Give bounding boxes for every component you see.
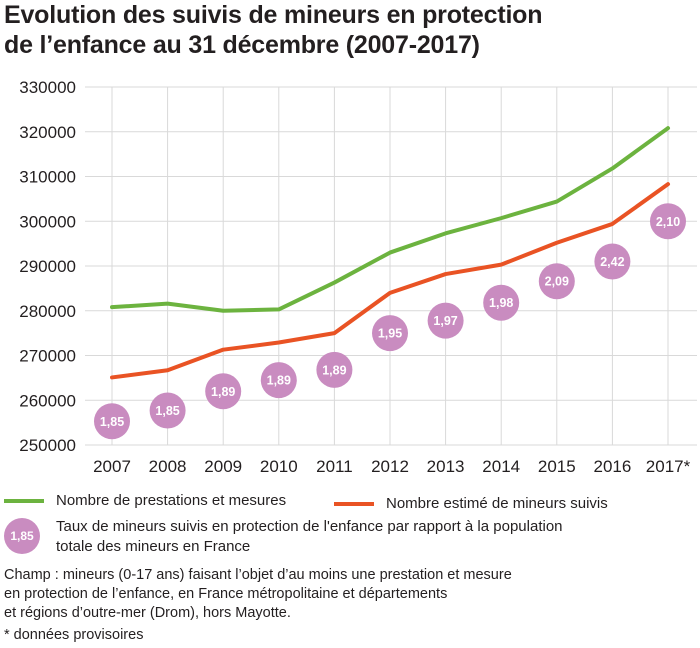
line-chart: 250000 260000 270000 280000 290000 300000 3100… (19, 78, 697, 476)
scope-note-line-3: et régions d’outre-mer (Drom), hors Mayo… (4, 605, 291, 621)
scope-note-line-1: Champ : mineurs (0-17 ans) faisant l’obj… (4, 567, 512, 583)
legend-swatch-mineurs (334, 502, 374, 506)
rate-bubble (316, 351, 353, 388)
y-tick-label: 250000 (19, 436, 76, 455)
rate-bubble (205, 373, 242, 410)
rate-bubble-label: 1,85 (155, 404, 179, 418)
rate-bubble (483, 284, 520, 321)
y-tick-label: 330000 (19, 78, 76, 97)
rate-bubble-label: 1,98 (489, 296, 513, 310)
x-tick-label: 2011 (316, 457, 353, 476)
x-tick-label: 2016 (593, 457, 631, 476)
rate-bubble (538, 263, 575, 300)
rate-bubble-label: 1,89 (211, 385, 235, 399)
rate-bubble-label: 1,89 (267, 374, 291, 388)
title-line-1: Evolution des suivis de mineurs en prote… (4, 1, 543, 29)
rate-bubble-label: 1,85 (100, 415, 124, 429)
legend-label-prestations: Nombre de prestations et mesures (56, 492, 287, 509)
legend-label-mineurs: Nombre estimé de mineurs suivis (386, 495, 608, 512)
series-line-mineurs (110, 182, 670, 380)
y-tick-label: 270000 (19, 347, 76, 366)
x-tick-label: 2017* (646, 457, 691, 476)
legend-label-rate-1: Taux de mineurs suivis en protection de … (56, 518, 563, 535)
scope-note-line-2: en protection de l’enfance, en France mé… (4, 586, 448, 602)
legend-label-rate-2: totale des mineurs en France (56, 538, 251, 555)
rate-bubble-label: 1,95 (378, 327, 402, 341)
y-tick-label: 290000 (19, 257, 76, 276)
y-tick-label: 300000 (19, 212, 76, 231)
rate-bubble (594, 243, 631, 280)
x-tick-label: 2013 (427, 457, 465, 476)
provisional-note: * données provisoires (4, 627, 144, 643)
rate-bubble (372, 315, 408, 352)
y-tick-label: 320000 (19, 123, 76, 142)
rate-bubble (94, 403, 130, 440)
rate-bubble-label: 2,09 (545, 275, 569, 289)
x-tick-label: 2012 (371, 457, 409, 476)
x-tick-label: 2015 (538, 457, 576, 476)
rate-bubble (650, 203, 686, 240)
x-tick-label: 2014 (482, 457, 520, 476)
title-line-2: de l’enfance au 31 décembre (2007-2017) (4, 31, 480, 59)
x-tick-label: 2010 (260, 457, 298, 476)
x-tick-label: 2009 (204, 457, 242, 476)
legend-bubble-rate: 1,85 (4, 518, 40, 554)
y-tick-label: 260000 (19, 391, 76, 410)
rate-bubble (260, 362, 297, 399)
rate-bubble-label: 1,89 (322, 363, 346, 377)
x-tick-label: 2007 (93, 457, 131, 476)
rate-bubble (427, 302, 464, 339)
y-tick-label: 310000 (19, 168, 76, 187)
series-line-prestations (110, 126, 670, 313)
x-tick-label: 2008 (149, 457, 187, 476)
rate-bubble-label: 1,97 (433, 314, 457, 328)
rate-bubble-label: 2,10 (656, 215, 680, 229)
legend-swatch-prestations (4, 499, 44, 503)
rate-bubble-label: 2,42 (600, 255, 624, 269)
chart-title: Evolution des suivis de mineurs en prote… (4, 0, 543, 60)
y-tick-label: 280000 (19, 302, 76, 321)
rate-bubble (149, 392, 186, 429)
